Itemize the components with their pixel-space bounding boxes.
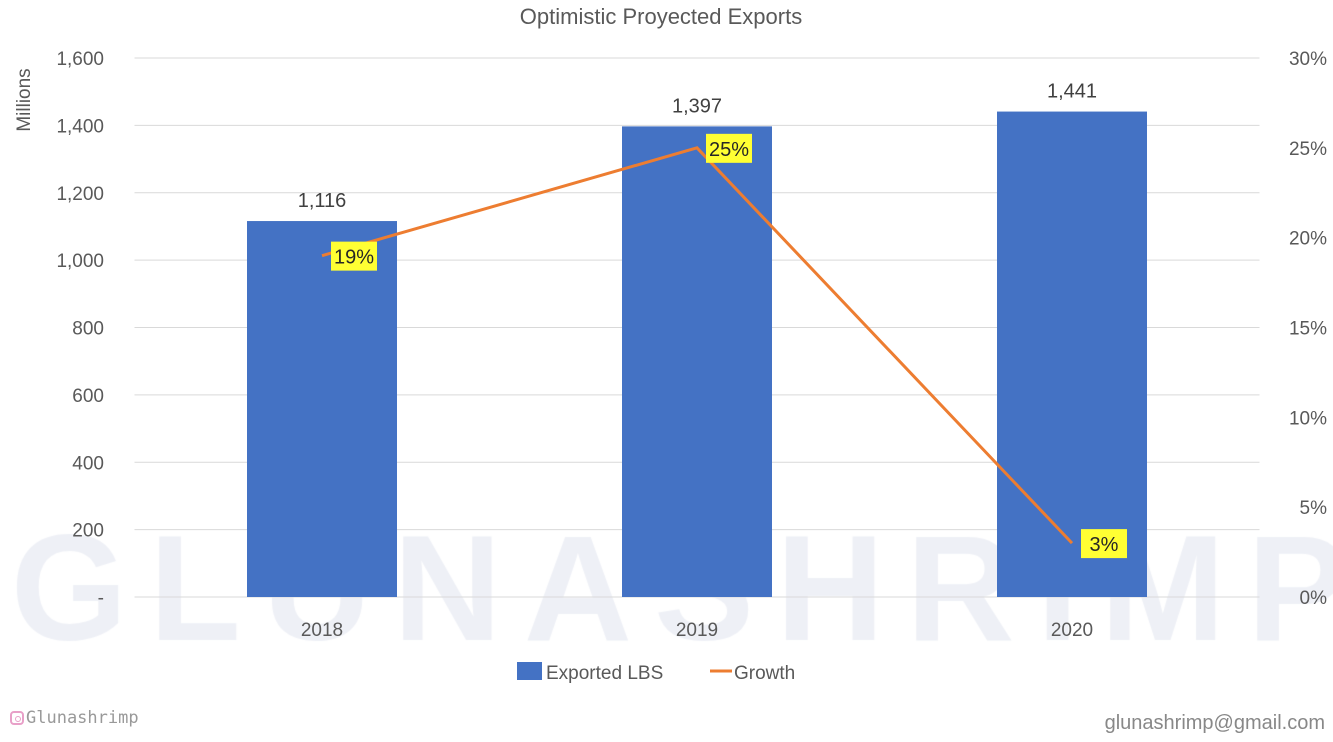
y-tick-label: 200	[72, 521, 104, 542]
growth-data-label: 3%	[1090, 534, 1119, 556]
legend-swatch-exported	[517, 662, 542, 680]
instagram-icon	[10, 711, 24, 725]
y2-tick-label: 20%	[1289, 229, 1327, 250]
y-tick-label: 800	[72, 319, 104, 340]
email-text: glunashrimp@gmail.com	[1104, 712, 1325, 734]
y-tick-label: 1,600	[56, 49, 104, 70]
legend-label-growth: Growth	[734, 663, 795, 684]
growth-label-background	[706, 133, 752, 163]
y2-tick-label: 25%	[1289, 139, 1327, 160]
y2-tick-label: 30%	[1289, 49, 1327, 70]
y-tick-label: 1,000	[56, 251, 104, 272]
y2-tick-label: 15%	[1289, 319, 1327, 340]
y2-tick-label: 10%	[1289, 408, 1327, 429]
x-tick-label: 2018	[301, 620, 343, 641]
legend-label-exported: Exported LBS	[546, 663, 663, 684]
y2-tick-label: 0%	[1300, 588, 1328, 609]
x-tick-label: 2020	[1051, 620, 1093, 641]
bar-2020	[997, 111, 1147, 598]
y-tick-label: 600	[72, 386, 104, 407]
y-tick-label: 1,400	[56, 116, 104, 137]
y-axis-label: Millions	[14, 68, 35, 131]
growth-data-label: 19%	[334, 247, 374, 269]
growth-line	[321, 146, 1074, 545]
x-tick-label: 2019	[676, 620, 718, 641]
bar-2018	[247, 221, 397, 598]
bar-data-label: 1,116	[298, 190, 347, 212]
y-tick-label: 1,200	[56, 184, 104, 205]
instagram-handle: Glunashrimp	[10, 708, 139, 728]
instagram-text: Glunashrimp	[26, 708, 139, 728]
bar-data-label: 1,397	[672, 95, 722, 117]
growth-label-background	[1081, 529, 1127, 559]
y-tick-label: -	[98, 588, 104, 609]
growth-data-label: 25%	[709, 139, 749, 161]
growth-label-background	[331, 241, 377, 271]
y-tick-label: 400	[72, 453, 104, 474]
y2-tick-label: 5%	[1300, 498, 1328, 519]
bar-data-label: 1,441	[1047, 81, 1097, 103]
bar-2019	[622, 126, 772, 598]
chart-title: Optimistic Proyected Exports	[520, 4, 802, 29]
